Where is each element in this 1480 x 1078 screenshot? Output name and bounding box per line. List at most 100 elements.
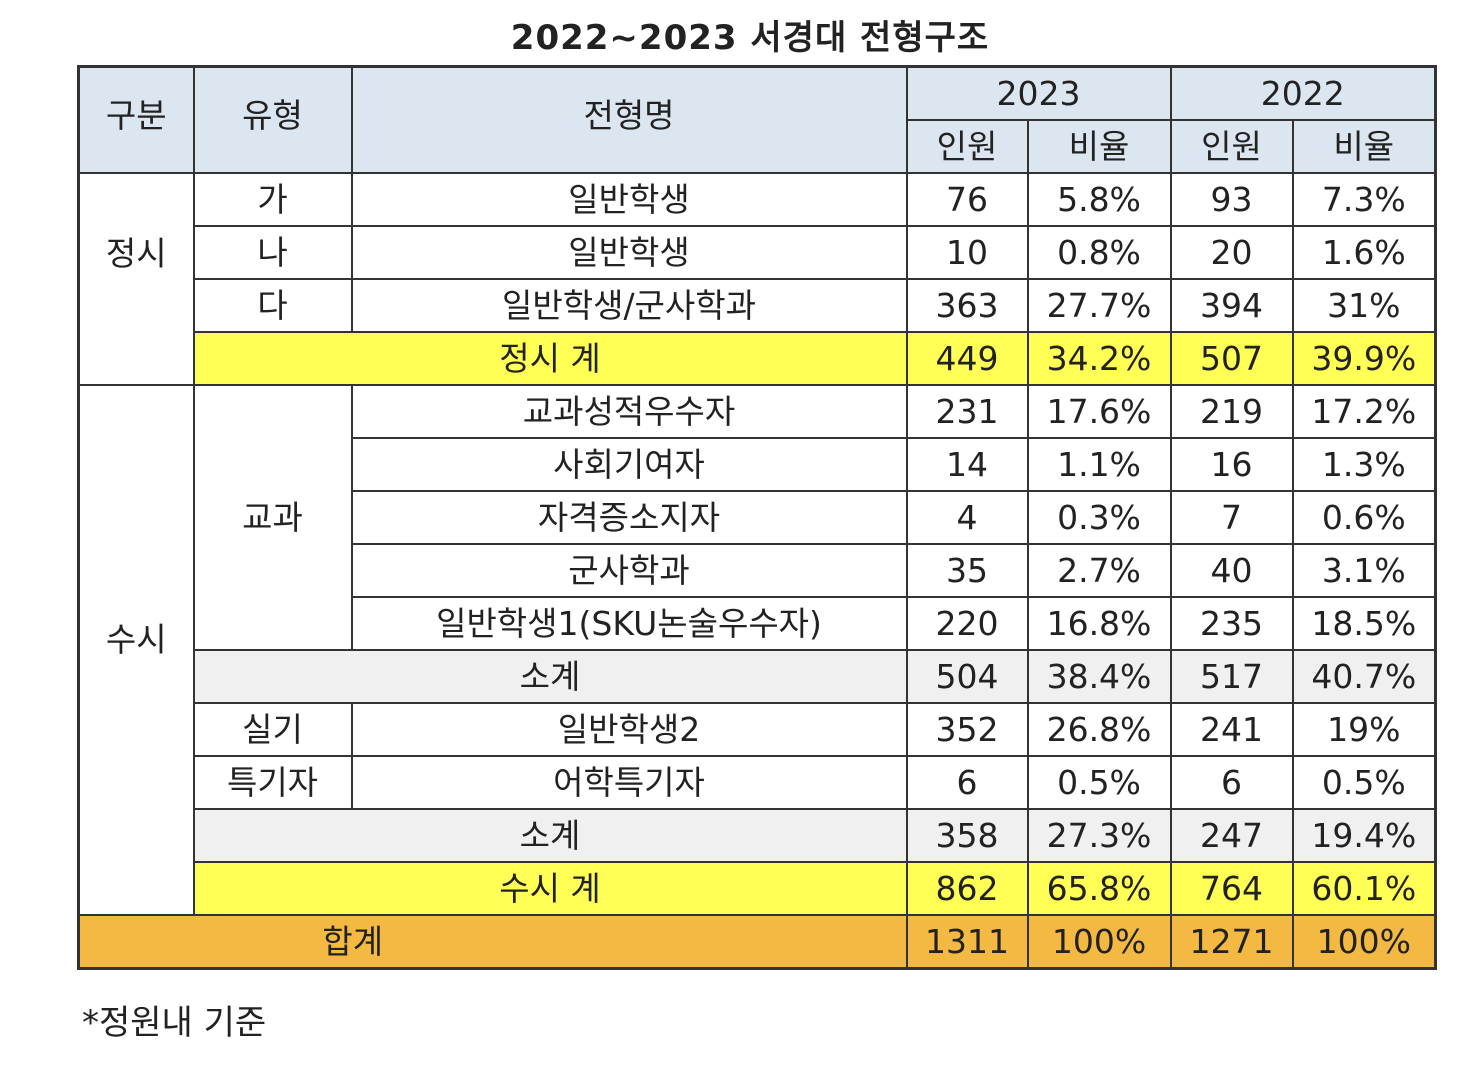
header-subrow: 인원 비율 인원 비율 [79, 119, 1437, 174]
header-name: 전형명 [350, 65, 908, 174]
type-cell: 다 [192, 278, 353, 333]
group-susi: 수시 [77, 384, 195, 916]
ratio-2022: 19% [1291, 702, 1437, 757]
table-row: 다 일반학생/군사학과 363 27.7% 394 31% [79, 278, 1437, 333]
ratio-2023: 100% [1026, 914, 1172, 970]
header-ratio-2023: 비율 [1026, 119, 1172, 174]
count-2023: 220 [905, 596, 1029, 651]
header-year-2022: 2022 [1169, 65, 1437, 121]
ratio-2022: 19.4% [1291, 808, 1437, 863]
jeongsi-total-row: 정시 계 449 34.2% 507 39.9% [79, 331, 1437, 386]
header-count-2022: 인원 [1169, 119, 1294, 174]
name-cell: 교과성적우수자 [350, 384, 908, 439]
count-2023: 352 [905, 702, 1029, 757]
count-2023: 358 [905, 808, 1029, 863]
table-row: 일반학생1(SKU논술우수자) 220 16.8% 235 18.5% [79, 596, 1437, 651]
table-row: 수시 교과 교과성적우수자 231 17.6% 219 17.2% [77, 384, 1437, 916]
ratio-2022: 39.9% [1291, 331, 1437, 386]
table-row: 실기 일반학생2 352 26.8% 241 19% [79, 702, 1437, 757]
ratio-2023: 0.5% [1026, 755, 1172, 810]
count-2022: 20 [1169, 225, 1294, 280]
group-jeongsi: 정시 [77, 172, 195, 386]
count-2022: 507 [1169, 331, 1294, 386]
type-cell: 특기자 [192, 755, 353, 810]
grand-total-row: 합계 1311 100% 1271 100% [77, 914, 1437, 970]
count-2022: 764 [1169, 861, 1294, 916]
count-2023: 4 [905, 490, 1029, 545]
ratio-2022: 1.6% [1291, 225, 1437, 280]
table-row: 정시 가 일반학생 76 5.8% 93 7.3% [77, 172, 1437, 386]
ratio-2023: 16.8% [1026, 596, 1172, 651]
count-2022: 6 [1169, 755, 1294, 810]
ratio-2022: 17.2% [1291, 384, 1437, 439]
ratio-2023: 2.7% [1026, 543, 1172, 598]
type-cell: 실기 [192, 702, 353, 757]
header-type: 유형 [192, 65, 353, 174]
table-row: 사회기여자 14 1.1% 16 1.3% [79, 437, 1437, 492]
type-cell: 나 [192, 225, 353, 280]
name-cell: 소계 [192, 808, 908, 863]
ratio-2022: 0.6% [1291, 490, 1437, 545]
ratio-2022: 31% [1291, 278, 1437, 333]
header-category: 구분 [77, 65, 195, 174]
name-cell: 어학특기자 [350, 755, 908, 810]
count-2023: 76 [905, 172, 1029, 227]
count-2022: 517 [1169, 649, 1294, 704]
name-cell: 사회기여자 [350, 437, 908, 492]
footnote: *정원내 기준 [82, 1003, 267, 1043]
ratio-2023: 17.6% [1026, 384, 1172, 439]
name-cell: 일반학생1(SKU논술우수자) [350, 596, 908, 651]
count-2022: 40 [1169, 543, 1294, 598]
susi-total-row: 수시 계 862 65.8% 764 60.1% [79, 861, 1437, 916]
table-row: 특기자 어학특기자 6 0.5% 6 0.5% [79, 755, 1437, 810]
header-ratio-2022: 비율 [1291, 119, 1437, 174]
header-year-2023: 2023 [905, 65, 1172, 121]
ratio-2022: 0.5% [1291, 755, 1437, 810]
count-2023: 14 [905, 437, 1029, 492]
count-2022: 241 [1169, 702, 1294, 757]
name-cell: 합계 [77, 914, 908, 970]
ratio-2023: 34.2% [1026, 331, 1172, 386]
ratio-2023: 0.3% [1026, 490, 1172, 545]
header-count-2023: 인원 [905, 119, 1029, 174]
name-cell: 군사학과 [350, 543, 908, 598]
ratio-2023: 26.8% [1026, 702, 1172, 757]
name-cell: 정시 계 [192, 331, 908, 386]
ratio-2023: 65.8% [1026, 861, 1172, 916]
ratio-2022: 3.1% [1291, 543, 1437, 598]
name-cell: 일반학생 [350, 225, 908, 280]
table-row: 자격증소지자 4 0.3% 7 0.6% [79, 490, 1437, 545]
count-2023: 1311 [905, 914, 1029, 970]
ratio-2022: 100% [1291, 914, 1437, 970]
count-2022: 394 [1169, 278, 1294, 333]
subtotal-row: 소계 358 27.3% 247 19.4% [79, 808, 1437, 863]
table-row: 나 일반학생 10 0.8% 20 1.6% [79, 225, 1437, 280]
count-2022: 16 [1169, 437, 1294, 492]
type-cell: 가 [192, 172, 353, 227]
count-2023: 449 [905, 331, 1029, 386]
count-2022: 7 [1169, 490, 1294, 545]
ratio-2023: 1.1% [1026, 437, 1172, 492]
count-2023: 363 [905, 278, 1029, 333]
ratio-2023: 27.3% [1026, 808, 1172, 863]
name-cell: 일반학생 [350, 172, 908, 227]
subtotal-row: 소계 504 38.4% 517 40.7% [79, 649, 1437, 704]
count-2022: 219 [1169, 384, 1294, 439]
admission-structure-table: 구분 유형 전형명 2023 2022 인원 비율 인원 비율 정시 가 일반학… [77, 65, 1438, 970]
ratio-2023: 27.7% [1026, 278, 1172, 333]
count-2023: 504 [905, 649, 1029, 704]
table-row: 군사학과 35 2.7% 40 3.1% [79, 543, 1437, 598]
ratio-2022: 1.3% [1291, 437, 1437, 492]
count-2022: 93 [1169, 172, 1294, 227]
name-cell: 일반학생/군사학과 [350, 278, 908, 333]
name-cell: 소계 [192, 649, 908, 704]
ratio-2023: 38.4% [1026, 649, 1172, 704]
count-2023: 862 [905, 861, 1029, 916]
count-2023: 10 [905, 225, 1029, 280]
count-2023: 231 [905, 384, 1029, 439]
count-2023: 35 [905, 543, 1029, 598]
name-cell: 자격증소지자 [350, 490, 908, 545]
ratio-2022: 7.3% [1291, 172, 1437, 227]
ratio-2022: 18.5% [1291, 596, 1437, 651]
ratio-2022: 40.7% [1291, 649, 1437, 704]
